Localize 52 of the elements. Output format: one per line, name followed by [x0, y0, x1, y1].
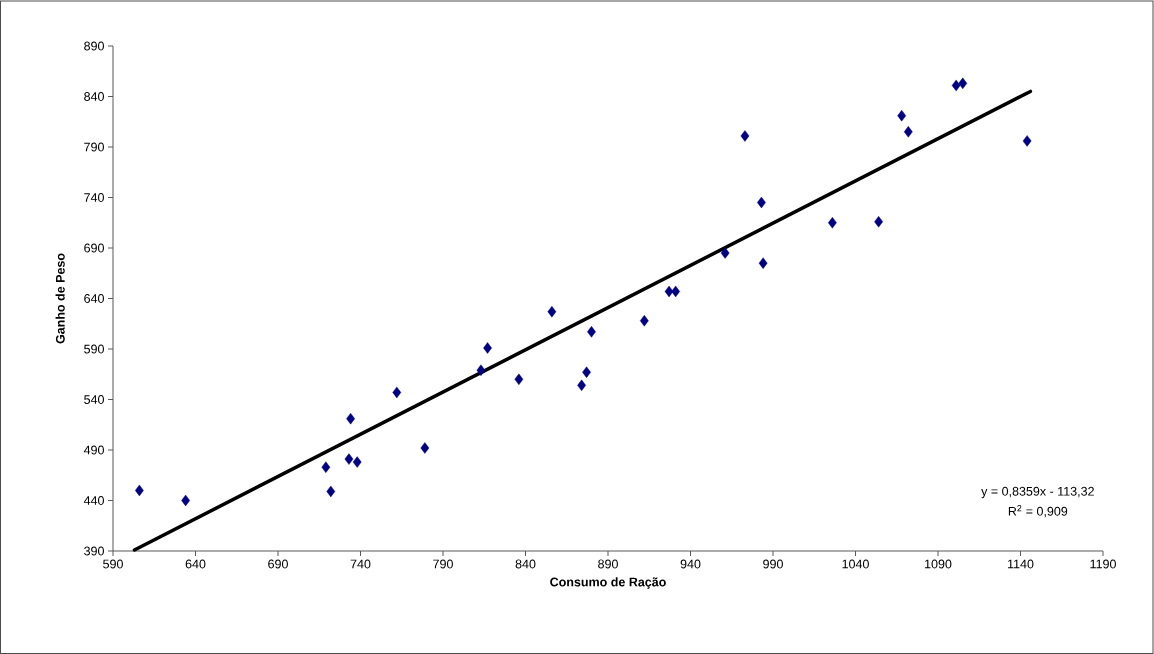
point	[740, 130, 750, 142]
point	[951, 79, 961, 92]
y-tick-label: 490	[83, 445, 104, 455]
point	[483, 342, 492, 354]
annotation: y = 0,8359x - 113,32	[981, 486, 1094, 499]
y-tick-label: 790	[84, 142, 104, 152]
point	[897, 109, 907, 122]
point	[344, 453, 354, 465]
x-tick-label: 1140	[1008, 559, 1034, 569]
point	[392, 386, 402, 399]
point	[958, 77, 968, 90]
point	[664, 285, 674, 298]
point	[1022, 135, 1032, 147]
x-axis-title: Consumo de Ração	[550, 577, 666, 589]
x-tick-label: 640	[185, 559, 206, 569]
x-tick-label: 940	[680, 559, 701, 569]
point	[903, 126, 913, 138]
point	[514, 373, 524, 385]
x-tick-label: 690	[268, 559, 288, 569]
point	[326, 485, 336, 498]
point	[828, 217, 837, 229]
x-tick-label: 590	[103, 559, 123, 569]
point	[321, 461, 331, 473]
y-tick-label: 690	[84, 243, 104, 253]
y-tick-label: 640	[84, 294, 104, 303]
point	[420, 442, 430, 454]
y-tick-label: 590	[84, 344, 104, 354]
y-tick-label: 540	[84, 395, 104, 404]
x-tick-label: 740	[350, 559, 371, 569]
x-tick-label: 890	[598, 559, 618, 569]
x-tick-label: 1090	[925, 559, 952, 569]
y-tick-label: 840	[84, 92, 104, 101]
x-tick-label: 840	[515, 559, 536, 569]
y-tick-label: 740	[84, 193, 104, 202]
y-tick-label: 890	[84, 41, 104, 51]
point	[720, 247, 730, 259]
y-tick-label: 440	[83, 496, 104, 505]
x-tick-label: 1190	[1090, 559, 1116, 569]
point	[352, 456, 362, 468]
point	[547, 305, 557, 318]
point	[582, 366, 591, 378]
point	[587, 326, 596, 338]
annotation: R$^{2}$ = 0,909	[1008, 505, 1068, 518]
y-tick-label: 390	[84, 546, 104, 556]
point	[476, 364, 486, 376]
point	[874, 216, 883, 228]
point	[639, 315, 649, 327]
point	[758, 257, 768, 269]
x-tick-label: 1040	[842, 559, 869, 569]
x-tick-label: 990	[763, 559, 783, 569]
x-tick-label: 790	[433, 559, 453, 569]
y-axis-title: Ganho de Peso	[55, 253, 65, 344]
